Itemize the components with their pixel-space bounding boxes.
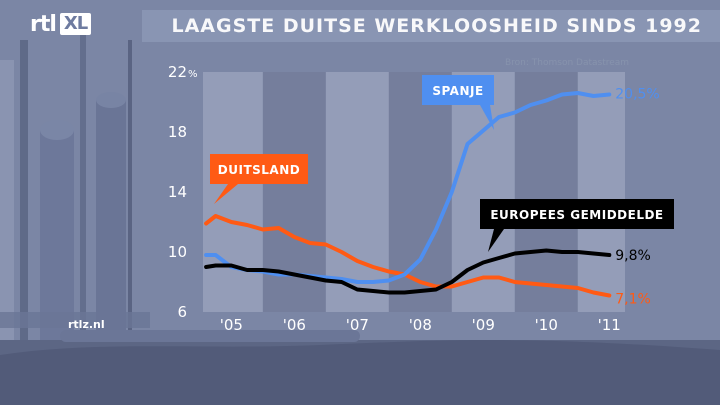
y-tick-label: 22	[168, 63, 187, 81]
year-band	[514, 72, 578, 312]
x-tick-label: '08	[409, 316, 432, 334]
series-end-label: 20,5%	[615, 87, 659, 103]
callout-label: DUITSLAND	[218, 163, 300, 177]
callout-label: SPANJE	[432, 84, 483, 98]
callout-box	[422, 75, 494, 105]
y-axis-ticks: 6 10 14 18 22%	[168, 63, 198, 321]
x-tick-label: '10	[535, 316, 558, 334]
source-label: Bron: Thomson Datastream	[505, 58, 630, 68]
y-tick-label: 14	[168, 183, 187, 201]
rtl-xl-logo: rtl XL	[30, 10, 92, 38]
y-tick-label: 10	[168, 243, 187, 261]
callout-europees-gemiddelde: EUROPEES GEMIDDELDE	[480, 199, 674, 252]
x-tick-label: '06	[283, 316, 306, 334]
y-unit-label: %	[188, 69, 198, 80]
y-tick-label: 18	[168, 123, 187, 141]
x-tick-label: '09	[472, 316, 495, 334]
x-axis-ticks: '05 '06 '07 '08 '09 '10 '11	[220, 316, 621, 334]
x-tick-label: '07	[346, 316, 369, 334]
logo-badge: XL	[59, 13, 92, 35]
series-end-labels: 7,1% 20,5% 9,8%	[615, 87, 659, 308]
callout-tail	[480, 105, 494, 130]
callout-spanje: SPANJE	[422, 75, 494, 130]
plot-background	[203, 72, 625, 312]
site-label: rtlz.nl	[68, 318, 105, 331]
callout-box	[480, 199, 674, 229]
callout-box	[210, 154, 308, 184]
callout-label: EUROPEES GEMIDDELDE	[490, 208, 663, 222]
series-lines	[204, 91, 612, 298]
x-tick-label: '11	[598, 316, 621, 334]
callout-duitsland: DUITSLAND	[210, 154, 308, 204]
series-end-label: 9,8%	[615, 248, 651, 264]
logo-text: rtl	[30, 11, 57, 37]
series-end-label: 7,1%	[615, 292, 651, 308]
callout-tail	[488, 229, 504, 252]
series-callouts: DUITSLAND SPANJE EUROPEES GEMIDDELDE	[210, 75, 674, 252]
page-title: LAAGSTE DUITSE WERKLOOSHEID SINDS 1992	[171, 15, 702, 37]
callout-tail	[214, 184, 238, 204]
y-tick-label: 6	[177, 303, 187, 321]
series-line	[204, 248, 612, 295]
x-tick-label: '05	[220, 316, 243, 334]
title-bar: LAAGSTE DUITSE WERKLOOSHEID SINDS 1992	[142, 10, 720, 42]
